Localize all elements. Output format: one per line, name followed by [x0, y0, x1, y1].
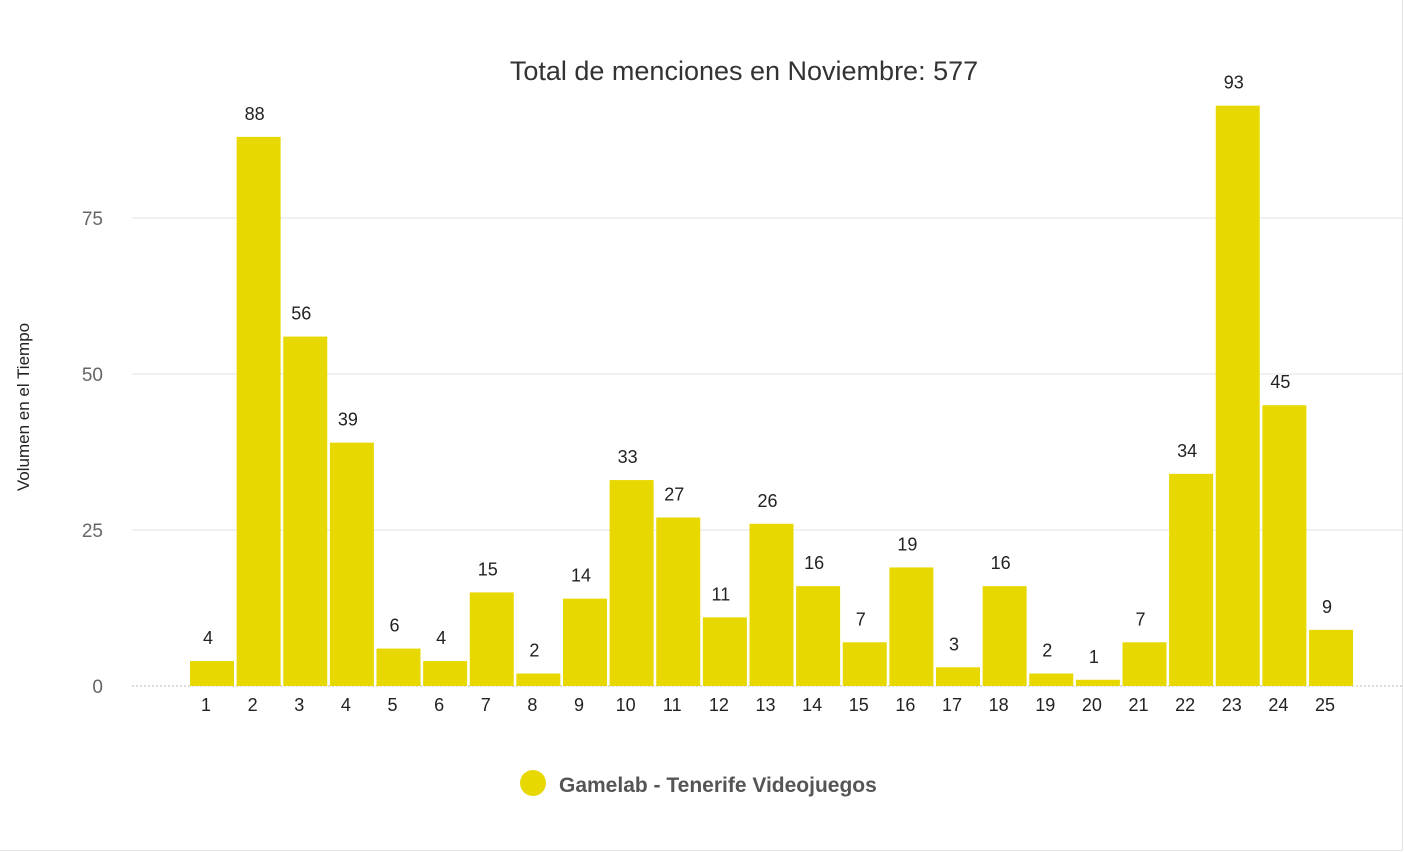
- bar: [1262, 405, 1307, 686]
- y-tick-label: 50: [82, 365, 103, 386]
- bar: [329, 442, 374, 686]
- bar: [563, 598, 607, 686]
- bar: [749, 523, 794, 686]
- data-label: 33: [618, 447, 638, 467]
- x-tick-label: 5: [387, 695, 397, 715]
- data-label: 7: [856, 609, 866, 629]
- x-tick-label: 8: [527, 695, 537, 715]
- x-tick-label: 3: [294, 695, 304, 715]
- bar: [1075, 679, 1120, 686]
- bar: [1215, 105, 1260, 687]
- bar: [236, 136, 281, 686]
- bar: [516, 673, 561, 686]
- y-tick-label: 25: [82, 521, 103, 542]
- bar: [702, 617, 747, 686]
- bar: [889, 567, 934, 686]
- x-tick-label: 24: [1268, 695, 1288, 715]
- x-tick-label: 12: [709, 695, 729, 715]
- x-tick-label: 1: [201, 695, 211, 715]
- x-tick-label: 11: [663, 695, 682, 715]
- x-tick-label: 6: [434, 695, 444, 715]
- legend[interactable]: Gamelab - Tenerife Videojuegos: [520, 770, 877, 797]
- bar: [423, 661, 468, 686]
- data-label: 11: [712, 584, 731, 604]
- bar: [796, 586, 841, 686]
- bar: [656, 517, 701, 686]
- x-tick-label: 2: [248, 695, 258, 715]
- data-label: 4: [203, 628, 213, 648]
- data-label: 27: [664, 485, 684, 505]
- y-tick-label: 0: [92, 677, 103, 698]
- data-label: 93: [1224, 73, 1244, 93]
- data-label: 45: [1270, 372, 1290, 392]
- x-tick-label: 9: [574, 695, 584, 715]
- data-label: 6: [389, 616, 399, 636]
- bar: [936, 667, 980, 686]
- bar: [1122, 642, 1167, 686]
- bar: [1029, 673, 1074, 686]
- x-tick-label: 17: [942, 695, 962, 715]
- x-tick-label: 7: [481, 695, 491, 715]
- chart-title: Total de menciones en Noviembre: 577: [510, 56, 978, 86]
- x-tick-label: 14: [802, 695, 822, 715]
- x-tick-label: 19: [1035, 695, 1055, 715]
- data-label: 14: [571, 566, 591, 586]
- data-label: 16: [804, 553, 824, 573]
- y-tick-label: 75: [82, 209, 103, 230]
- data-label: 3: [949, 634, 959, 654]
- legend-label: Gamelab - Tenerife Videojuegos: [559, 774, 877, 797]
- bar: [982, 586, 1027, 686]
- data-label: 19: [897, 534, 917, 554]
- x-tick-label: 18: [989, 695, 1009, 715]
- x-tick-label: 10: [616, 695, 636, 715]
- data-labels: 4 88 56 39 6 4 15 2 14 33 27 11 26 16 7 19 3 16 2 1 7 34 93 45 9: [203, 73, 1332, 667]
- bar: [190, 661, 234, 686]
- bar: [842, 642, 887, 686]
- data-label: 56: [291, 304, 311, 324]
- bar: [283, 336, 328, 686]
- x-tick-label: 13: [755, 695, 775, 715]
- x-tick-label: 23: [1222, 695, 1242, 715]
- x-tick-label: 16: [895, 695, 915, 715]
- bars: [190, 105, 1353, 687]
- data-label: 4: [436, 628, 446, 648]
- x-tick-label: 15: [849, 695, 869, 715]
- x-axis-ticks: 1 2 3 4 5 6 7 8 9 10 11 12 13 14 15 16 17 18 19 20 21 22 23 24 2…: [201, 695, 1335, 715]
- bar: [1309, 629, 1353, 686]
- data-label: 26: [757, 491, 777, 511]
- data-label: 39: [338, 410, 358, 430]
- data-label: 15: [478, 559, 498, 579]
- data-label: 2: [1042, 641, 1052, 661]
- x-tick-label: 20: [1082, 695, 1102, 715]
- data-label: 9: [1322, 597, 1332, 617]
- x-tick-label: 22: [1175, 695, 1195, 715]
- legend-swatch: [520, 770, 546, 796]
- y-axis-title: Volumen en el Tiempo: [14, 323, 33, 491]
- y-axis-ticks: 0 25 50 75: [82, 209, 103, 698]
- bar: [469, 592, 514, 686]
- x-tick-label: 21: [1128, 695, 1148, 715]
- bar: [376, 648, 421, 686]
- data-label: 7: [1135, 609, 1145, 629]
- x-tick-label: 4: [341, 695, 351, 715]
- data-label: 34: [1177, 441, 1197, 461]
- x-tick-label: 25: [1315, 695, 1335, 715]
- bar: [1169, 473, 1214, 686]
- data-label: 88: [245, 104, 265, 124]
- data-label: 16: [991, 553, 1011, 573]
- bar: [609, 480, 654, 686]
- data-label: 2: [529, 641, 539, 661]
- data-label: 1: [1089, 647, 1099, 667]
